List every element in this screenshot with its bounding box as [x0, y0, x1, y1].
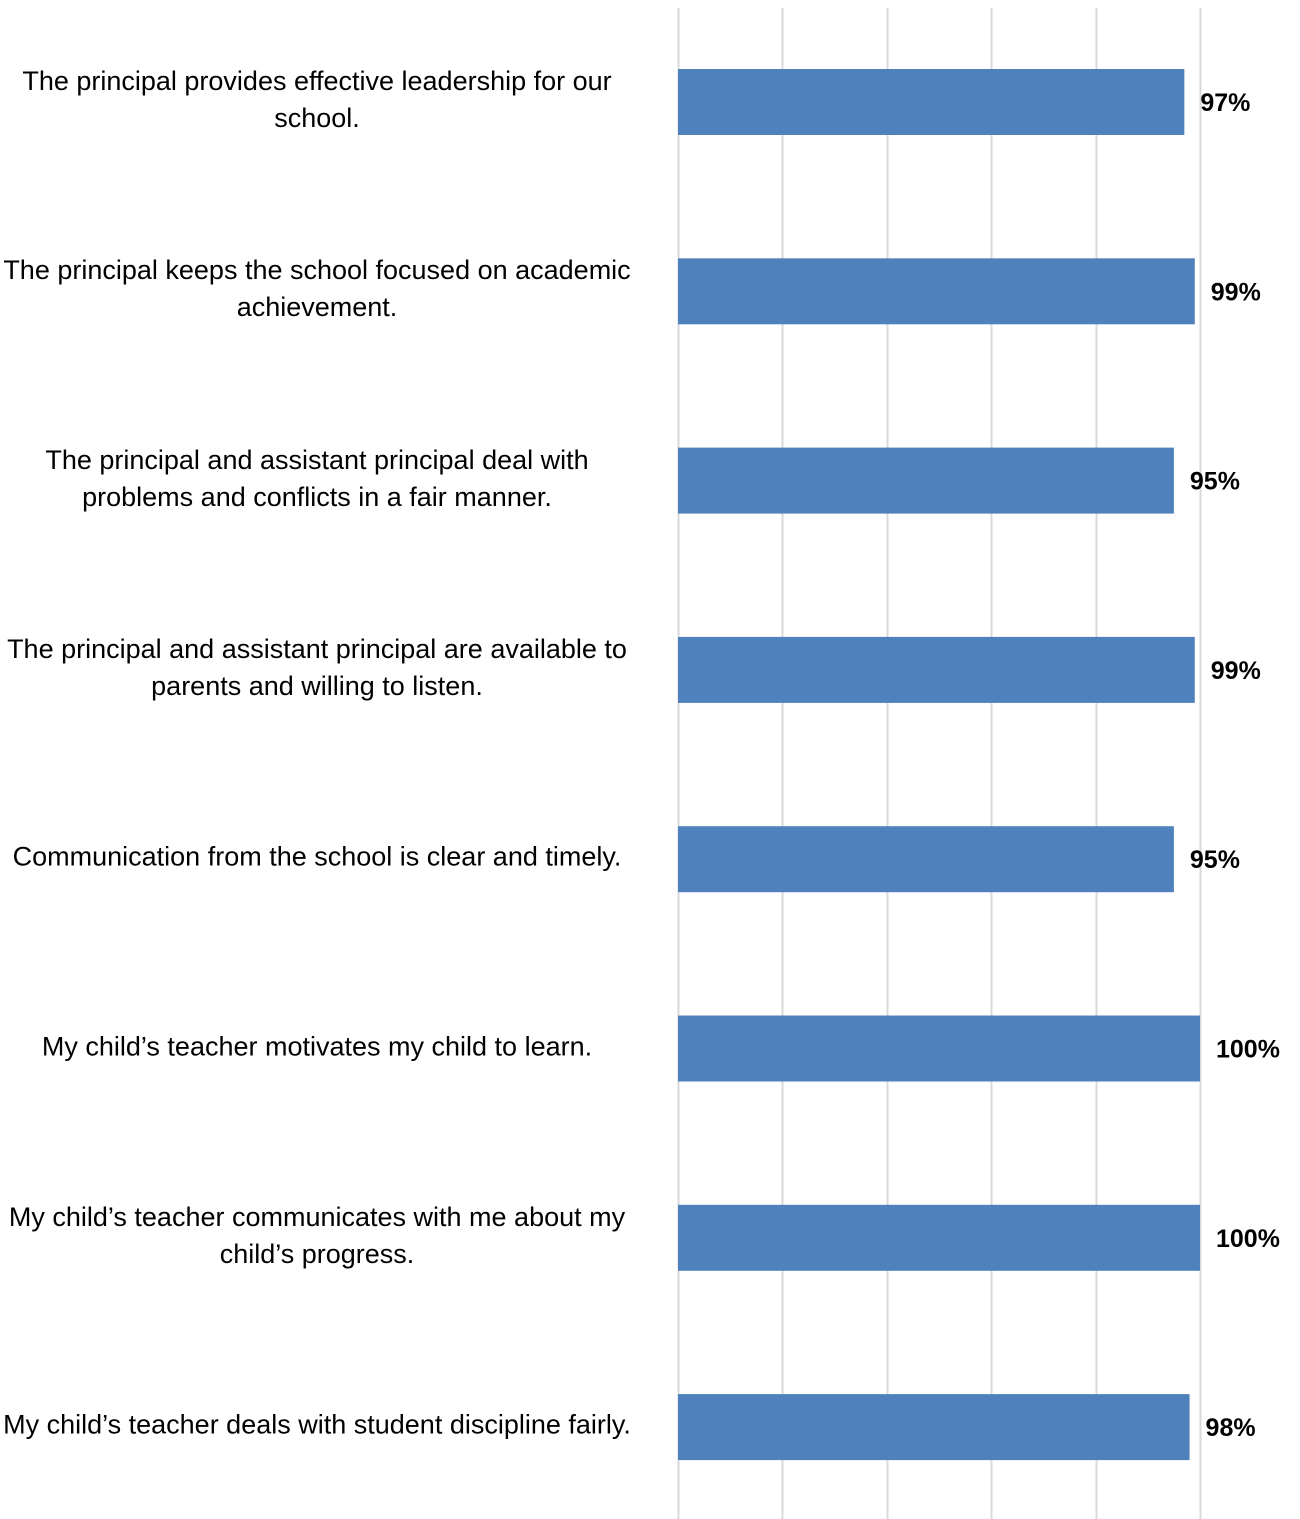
bars	[678, 69, 1200, 1461]
category-label: The principal provides effective leaders…	[22, 66, 612, 133]
category-label: The principal keeps the school focused o…	[3, 255, 631, 323]
value-labels: 97% 99% 95% 99% 95% 100% 100% 98%	[1190, 89, 1280, 1442]
data-label: 99%	[1211, 278, 1261, 306]
data-label: 97%	[1200, 89, 1250, 117]
category-label: The principal and assistant principal ar…	[7, 633, 627, 701]
bar	[678, 69, 1185, 135]
category-label: The principal and assistant principal de…	[45, 444, 589, 512]
gridlines	[677, 8, 1202, 1519]
bar	[678, 826, 1174, 893]
data-label: 95%	[1190, 468, 1240, 496]
bar	[678, 1204, 1200, 1271]
category-label: Communication from the school is clear a…	[12, 841, 622, 872]
bar	[678, 636, 1195, 703]
bar	[678, 258, 1195, 325]
data-label: 100%	[1216, 1036, 1280, 1064]
bar	[678, 1394, 1190, 1461]
data-label: 95%	[1190, 846, 1240, 874]
data-label: 100%	[1216, 1225, 1280, 1253]
data-label: 98%	[1206, 1414, 1256, 1442]
category-label: My child’s teacher communicates with me …	[8, 1201, 626, 1269]
bar	[678, 447, 1174, 514]
category-label: My child’s teacher motivates my child to…	[41, 1031, 593, 1061]
category-label: My child’s teacher deals with student di…	[3, 1409, 631, 1440]
data-label: 99%	[1211, 657, 1261, 685]
bar	[678, 1015, 1200, 1082]
